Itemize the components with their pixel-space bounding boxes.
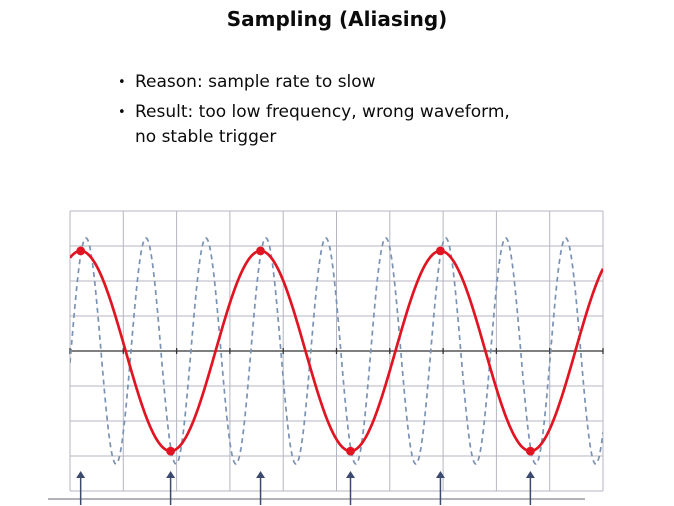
bullet-line: no stable trigger: [135, 127, 277, 147]
input-signal-wave: [70, 237, 603, 465]
bullet-list: • Reason: sample rate to slow • Result: …: [118, 70, 588, 155]
sample-dot: [526, 446, 535, 456]
bullet-text: Result: too low frequency, wrong wavefor…: [135, 100, 588, 150]
sample-arrow-icon: [435, 471, 445, 505]
bullet-marker-icon: •: [118, 105, 126, 120]
sample-arrow-icon: [345, 471, 355, 505]
sample-point-dots: [76, 246, 535, 456]
sample-dot: [76, 246, 86, 256]
aliased-signal-wave: [70, 249, 603, 453]
bullet-text: Reason: sample rate to slow: [135, 70, 588, 95]
sample-arrow-icon: [76, 471, 86, 505]
slide-title: Sampling (Aliasing): [226, 7, 448, 31]
bullet-item-reason: • Reason: sample rate to slow: [118, 70, 588, 95]
sample-arrow-icon: [256, 471, 266, 505]
x-axis: [69, 348, 604, 354]
sample-dot: [166, 446, 176, 456]
sample-arrow-icon: [525, 471, 535, 505]
sample-arrow-icon: [166, 471, 176, 505]
bullet-item-result: • Result: too low frequency, wrong wavef…: [118, 100, 588, 150]
sample-dot: [436, 246, 445, 256]
bullet-line: Result: too low frequency, wrong wavefor…: [135, 102, 510, 122]
bullet-line: Reason: sample rate to slow: [135, 72, 376, 92]
sample-dot: [256, 246, 265, 256]
bullet-marker-icon: •: [118, 75, 126, 90]
sample-dot: [346, 446, 355, 456]
sample-clock-arrows: [76, 471, 535, 505]
